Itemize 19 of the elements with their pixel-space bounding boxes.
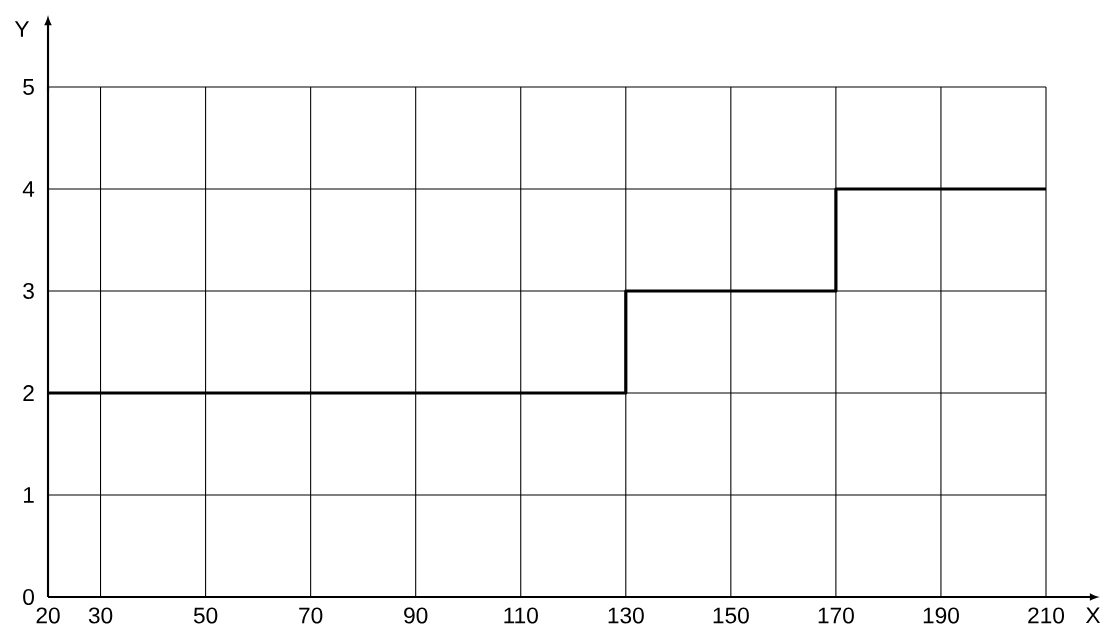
x-tick-label: 30 [88, 607, 113, 624]
x-tick-label: 150 [713, 607, 749, 624]
x-tick-label: 190 [923, 607, 959, 624]
x-tick-label: 170 [818, 607, 854, 624]
x-tick-label: 130 [608, 607, 644, 624]
x-tick-label: 90 [404, 607, 428, 624]
y-axis-title: Y [14, 21, 30, 37]
y-tick-label: 4 [22, 181, 35, 197]
y-tick-label: 0 [23, 588, 34, 606]
x-axis-title: X [1085, 607, 1101, 624]
y-tick-label: 3 [23, 282, 34, 300]
x-tick-label: 50 [193, 607, 218, 624]
x-tick-label: 20 [36, 607, 60, 624]
y-tick-label: 5 [23, 79, 34, 95]
y-tick-label: 1 [23, 487, 34, 503]
x-tick-label: 210 [1028, 607, 1065, 624]
x-tick-label: 110 [504, 607, 538, 624]
x-tick-label: 70 [299, 607, 323, 624]
y-tick-label: 2 [23, 385, 34, 401]
